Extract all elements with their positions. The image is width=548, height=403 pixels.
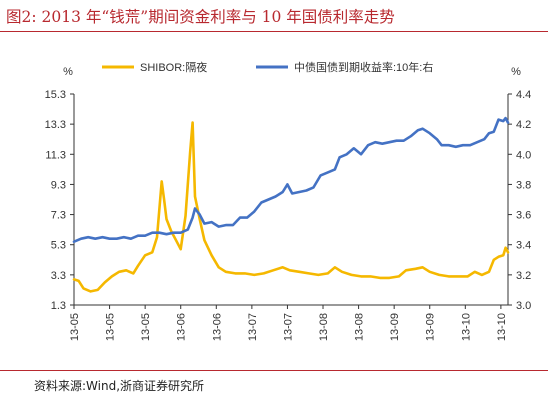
source-rule [0, 370, 548, 371]
right-axis-unit: % [511, 66, 521, 78]
title-rule [0, 31, 548, 32]
right-tick-label: 4.4 [516, 89, 531, 101]
x-tick-label: 13-05 [140, 313, 152, 341]
x-tick-label: 13-05 [105, 313, 117, 341]
left-tick-label: 5.3 [51, 240, 66, 252]
x-tick-label: 13-10 [460, 313, 472, 341]
right-tick-label: 4.2 [516, 119, 531, 131]
shibor-overnight-line [72, 121, 510, 293]
left-tick-label: 7.3 [51, 210, 66, 222]
x-tick-label: 13-09 [389, 313, 401, 341]
legend-label-shibor: SHIBOR:隔夜 [140, 60, 207, 74]
right-tick-label: 3.6 [516, 210, 531, 222]
x-tick-label: 13-06 [211, 313, 223, 341]
figure-title: 图2: 2013 年“钱荒”期间资金利率与 10 年国债利率走势 [6, 8, 395, 26]
x-tick-label: 13-10 [496, 313, 508, 341]
legend: SHIBOR:隔夜 中债国债到期收益率:10年:右 [102, 60, 433, 74]
left-tick-label: 11.3 [45, 149, 66, 161]
left-tick-label: 9.3 [51, 179, 66, 191]
right-tick-label: 3.4 [516, 240, 531, 252]
right-tick-label: 3.2 [516, 270, 531, 282]
bond-yield-10y-line [72, 116, 510, 243]
series-lines [72, 116, 510, 293]
right-tick-label: 3.0 [516, 300, 531, 312]
x-tick-label: 13-08 [354, 313, 366, 341]
left-tick-label: 13.3 [45, 119, 66, 131]
chart-area: % % SHIBOR:隔夜 中债国债到期收益率:10年:右 1.3 3.3 5.3 7… [45, 60, 532, 341]
x-tick-label: 13-07 [282, 313, 294, 341]
x-tick-label: 13-06 [176, 313, 188, 341]
left-tick-label: 3.3 [51, 270, 66, 282]
right-axis-ticks: 3.0 3.2 3.4 3.6 3.8 4.0 4.2 4.4 [508, 89, 531, 312]
source-note: 资料来源:Wind,浙商证券研究所 [34, 379, 205, 393]
x-tick-label: 13-05 [69, 313, 81, 341]
x-tick-label: 13-09 [425, 313, 437, 341]
right-tick-label: 3.8 [516, 179, 531, 191]
x-tick-label: 13-08 [318, 313, 330, 341]
left-axis-ticks: 1.3 3.3 5.3 7.3 9.3 11.3 13.3 15.3 [45, 89, 74, 312]
x-tick-label: 13-07 [247, 313, 259, 341]
left-tick-label: 1.3 [51, 300, 66, 312]
x-axis-ticks: 13-05 13-05 13-05 13-06 13-06 13-07 13-07 13-08… [69, 305, 508, 341]
right-tick-label: 4.0 [516, 149, 531, 161]
legend-label-bond-yield: 中债国债到期收益率:10年:右 [294, 60, 433, 74]
left-axis-unit: % [63, 66, 73, 78]
left-tick-label: 15.3 [45, 89, 66, 101]
